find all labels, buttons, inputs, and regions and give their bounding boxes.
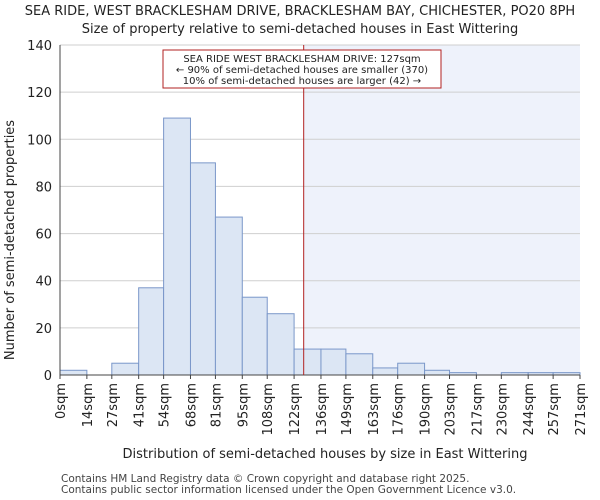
x-tick-label: 54sqm xyxy=(158,383,173,427)
x-tick-label: 122sqm xyxy=(288,383,303,436)
y-tick-label: 20 xyxy=(35,322,52,337)
y-axis-title: Number of semi-detached properties xyxy=(3,120,18,360)
annotation-larger: 10% of semi-detached houses are larger (… xyxy=(183,76,421,87)
x-tick-label: 176sqm xyxy=(392,383,407,436)
histogram-chart: 0 20 40 60 80 100 120 140 0sqm 14sqm 27sqm 41sqm 54s… xyxy=(3,39,589,462)
x-tick-label: 271sqm xyxy=(574,383,589,436)
x-tick-label: 0sqm xyxy=(54,383,69,419)
y-tick-label: 120 xyxy=(27,86,52,101)
footer-licence: Contains public sector information licen… xyxy=(61,484,517,496)
x-tick-label: 203sqm xyxy=(444,383,459,436)
larger-region-shade xyxy=(303,45,580,375)
x-tick-label: 217sqm xyxy=(470,383,485,436)
x-tick-label: 41sqm xyxy=(133,383,148,427)
annotation-box xyxy=(162,49,442,89)
x-tick-label: 68sqm xyxy=(184,383,199,427)
histogram-bar xyxy=(293,348,322,376)
histogram-bar xyxy=(163,117,191,376)
y-tick-label: 40 xyxy=(35,275,52,290)
histogram-bar xyxy=(397,362,426,376)
histogram-bar xyxy=(111,362,140,376)
x-tick-label: 14sqm xyxy=(81,383,96,427)
x-axis-title: Distribution of semi-detached houses by … xyxy=(123,447,528,462)
y-tick-label: 140 xyxy=(27,39,52,54)
chart-title: SEA RIDE, WEST BRACKLESHAM DRIVE, BRACKL… xyxy=(24,4,576,19)
x-tick-label: 108sqm xyxy=(261,383,276,436)
histogram-bar xyxy=(345,353,374,376)
x-tick-label: 163sqm xyxy=(367,383,382,436)
histogram-bar xyxy=(189,162,216,376)
y-tick-label: 60 xyxy=(35,228,52,243)
histogram-bar xyxy=(320,348,347,376)
histogram-bar xyxy=(424,369,451,376)
histogram-bar xyxy=(241,296,268,376)
x-tick-label: 27sqm xyxy=(106,383,121,427)
y-tick-label: 100 xyxy=(27,133,52,148)
chart-subtitle: Size of property relative to semi-detach… xyxy=(81,22,519,37)
x-tick-label: 81sqm xyxy=(209,383,224,427)
x-tick-label: 244sqm xyxy=(522,383,537,436)
annotation-smaller: ← 90% of semi-detached houses are smalle… xyxy=(176,65,428,76)
x-tick-label: 149sqm xyxy=(340,383,355,436)
histogram-bar xyxy=(266,313,295,376)
x-tick-label: 230sqm xyxy=(495,383,510,436)
histogram-bar xyxy=(214,216,243,376)
footer-copyright: Contains HM Land Registry data © Crown c… xyxy=(61,473,470,485)
histogram-bar xyxy=(59,369,88,376)
x-tick-label: 136sqm xyxy=(315,383,330,436)
x-tick-label: 190sqm xyxy=(419,383,434,436)
x-tick-label: 95sqm xyxy=(236,383,251,427)
histogram-bar xyxy=(138,287,165,376)
x-tick-label: 257sqm xyxy=(547,383,562,436)
histogram-bar xyxy=(372,367,399,376)
y-tick-label: 0 xyxy=(44,369,52,384)
y-tick-label: 80 xyxy=(35,180,52,195)
annotation-title: SEA RIDE WEST BRACKLESHAM DRIVE: 127sqm xyxy=(183,54,420,65)
